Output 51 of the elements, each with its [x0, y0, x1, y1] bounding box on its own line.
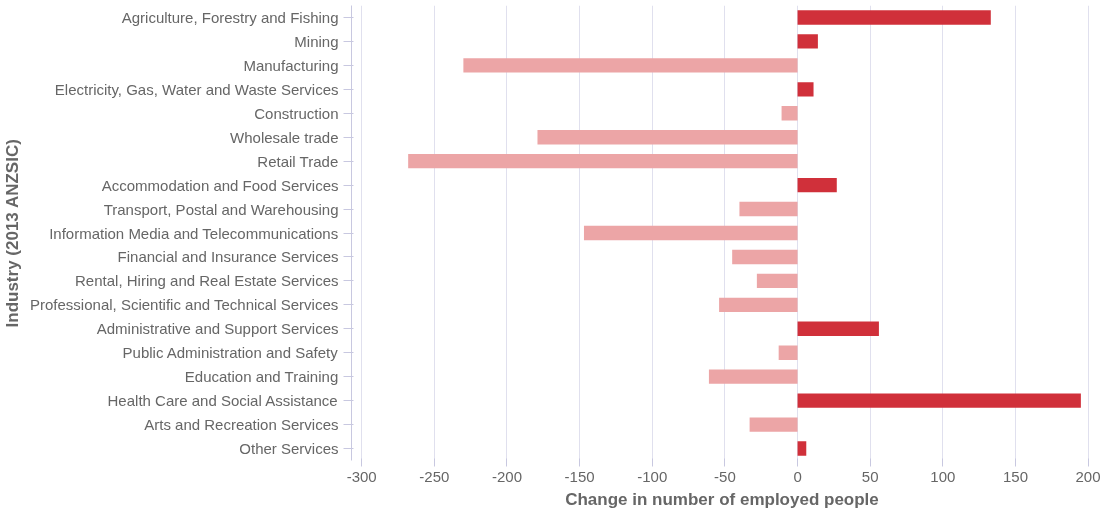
bar: [708, 369, 798, 384]
y-axis-title: Industry (2013 ANZSIC): [3, 139, 23, 328]
x-tick-label: -150: [564, 467, 595, 485]
x-tick-label: 200: [1075, 467, 1100, 485]
y-tick-label: Manufacturing: [243, 56, 339, 74]
bar: [463, 58, 798, 73]
y-tick-label: Professional, Scientific and Technical Services: [30, 296, 339, 314]
bar: [778, 345, 798, 360]
y-tick-label: Retail Trade: [257, 152, 339, 170]
x-tick-label: 150: [1002, 467, 1029, 485]
x-tick-label: -300: [346, 467, 377, 485]
bar: [797, 82, 814, 97]
bar: [719, 297, 798, 313]
y-tick-label: Arts and Recreation Services: [144, 416, 339, 434]
bar: [797, 393, 1081, 408]
x-tick-label: -200: [491, 467, 522, 485]
x-tick-label: -250: [419, 467, 450, 485]
x-tick-label: 0: [793, 467, 802, 485]
bar: [797, 177, 837, 193]
y-tick-label: Accommodation and Food Services: [101, 176, 339, 194]
y-tick-label: Public Administration and Safety: [122, 344, 339, 362]
bar: [797, 34, 818, 49]
bar: [537, 130, 798, 145]
bar: [583, 225, 798, 241]
bar: [781, 106, 798, 121]
x-tick-label: 100: [930, 467, 956, 485]
bar: [797, 321, 879, 336]
y-tick-label: Rental, Hiring and Real Estate Services: [75, 272, 339, 290]
x-axis-title: Change in number of employed people: [565, 489, 879, 509]
y-tick-label: Agriculture, Forestry and Fishing: [121, 8, 339, 26]
y-tick-label: Electricity, Gas, Water and Waste Services: [54, 80, 339, 98]
bar: [756, 273, 798, 289]
y-tick-label: Transport, Postal and Warehousing: [103, 200, 339, 218]
y-tick-label: Education and Training: [184, 368, 339, 386]
x-tick-label: 50: [861, 467, 879, 485]
bar: [797, 10, 991, 25]
y-tick-label: Other Services: [239, 440, 339, 458]
bar: [797, 441, 807, 456]
bar: [749, 417, 798, 432]
x-tick-label: -100: [637, 467, 668, 485]
y-tick-label: Wholesale trade: [230, 128, 339, 146]
bar: [408, 153, 798, 169]
bar: [732, 249, 798, 265]
y-tick-label: Health Care and Social Assistance: [107, 392, 338, 410]
x-tick-label: -50: [714, 467, 736, 485]
y-tick-label: Administrative and Support Services: [96, 320, 339, 338]
bar: [739, 201, 798, 217]
y-tick-label: Financial and Insurance Services: [117, 248, 339, 266]
y-tick-label: Construction: [254, 104, 339, 122]
y-tick-label: Mining: [294, 32, 339, 50]
y-tick-label: Information Media and Telecommunications: [49, 224, 339, 242]
